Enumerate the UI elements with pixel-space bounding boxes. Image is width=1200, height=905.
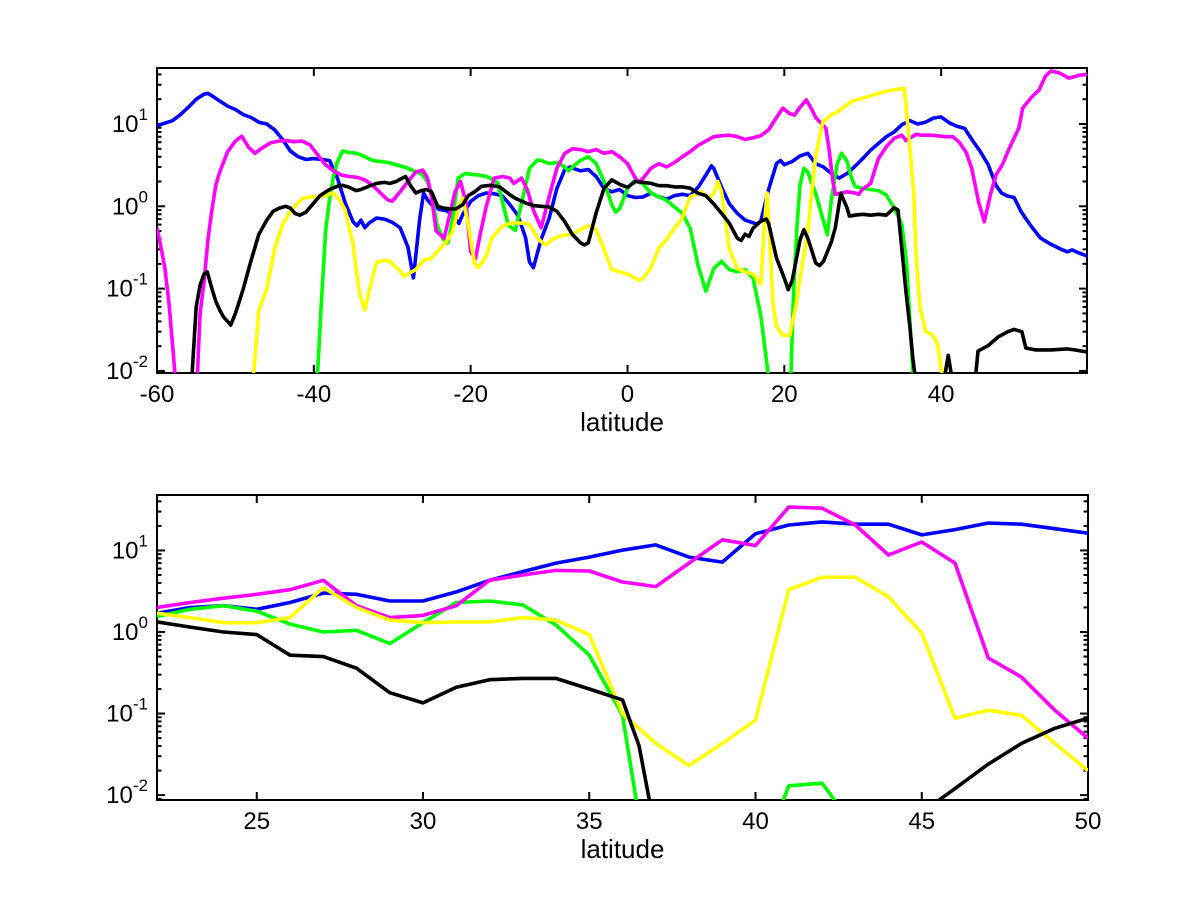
bottom-y-tick-label: 101 <box>112 531 148 564</box>
top-y-tick-label: 100 <box>112 187 148 220</box>
top-y-tick-label: 10-1 <box>106 270 148 303</box>
bottom-series-green <box>157 599 837 800</box>
bottom-chart: 25 30 35 40 45 50 10-2 10-1 100 101 latitude <box>106 494 1101 864</box>
bottom-x-tick-label: 25 <box>243 808 270 835</box>
bottom-series-magenta <box>157 505 1088 740</box>
top-x-tick-label: 20 <box>771 381 798 408</box>
top-x-tick-label: -20 <box>453 381 488 408</box>
bottom-x-tick-label: 35 <box>576 808 603 835</box>
top-y-tick-label: 10-2 <box>106 352 148 385</box>
top-chart: -60 -40 -20 0 20 40 10-2 10-1 100 101 latitude <box>106 67 1088 437</box>
bottom-series-yellow <box>157 575 1088 772</box>
top-y-tick-label: 101 <box>112 105 148 138</box>
bottom-tick-labels: 25 30 35 40 45 50 10-2 10-1 100 101 <box>106 531 1101 835</box>
top-tick-labels: -60 -40 -20 0 20 40 10-2 10-1 100 101 <box>106 105 954 408</box>
bottom-y-tick-label: 10-2 <box>106 776 148 809</box>
top-xlabel: latitude <box>580 407 664 437</box>
top-plot-frame <box>156 67 1088 374</box>
bottom-x-tick-label: 30 <box>410 808 437 835</box>
bottom-x-tick-label: 50 <box>1075 808 1102 835</box>
bottom-series-blue <box>157 520 1088 615</box>
bottom-xlabel: latitude <box>581 834 665 864</box>
top-series-magenta <box>157 69 1087 373</box>
top-x-tick-label: -60 <box>140 381 175 408</box>
top-axes <box>156 67 1088 374</box>
top-x-tick-label: -40 <box>296 381 331 408</box>
top-series-black <box>190 174 1087 373</box>
bottom-axes <box>156 494 1089 801</box>
top-series-yellow <box>251 86 944 373</box>
top-series-group <box>157 69 1087 373</box>
bottom-x-tick-label: 40 <box>742 808 769 835</box>
bottom-y-tick-label: 10-1 <box>106 695 148 728</box>
bottom-plot-frame <box>156 494 1089 801</box>
bottom-y-tick-label: 100 <box>112 613 148 646</box>
bottom-series-black <box>157 620 1088 800</box>
bottom-series-group <box>157 505 1088 800</box>
top-x-tick-label: 40 <box>928 381 955 408</box>
top-x-tick-label: 0 <box>621 381 634 408</box>
bottom-x-tick-label: 45 <box>908 808 935 835</box>
